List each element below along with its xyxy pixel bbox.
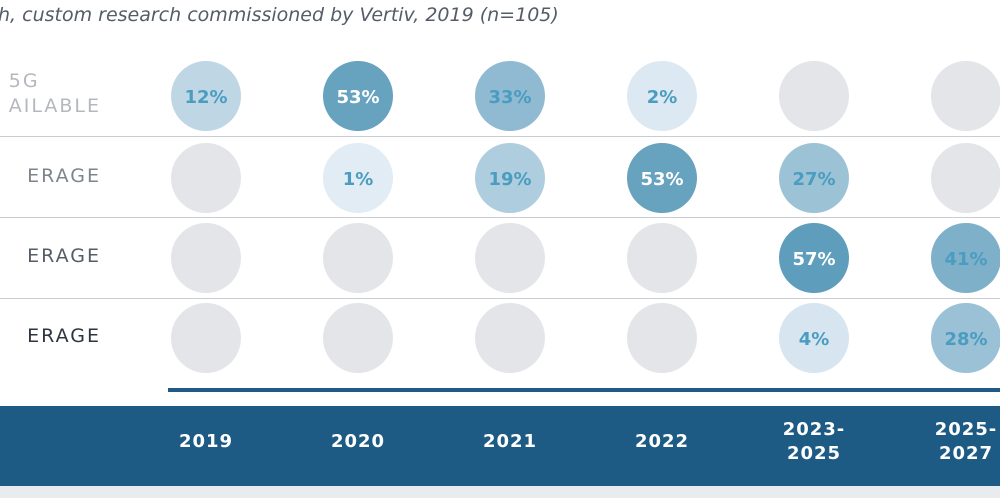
value-bubble [627, 61, 697, 131]
value-label: 57% [792, 249, 835, 270]
value-bubble [323, 143, 393, 213]
value-label: 12% [184, 87, 227, 108]
bubble-grid-chart: 12% 53% 33% 2% 1% 19% 53% 27% 57% 41% 4% 28% [171, 61, 1000, 373]
value-label: 53% [640, 169, 683, 190]
value-bubble [931, 223, 1000, 293]
value-bubble [627, 143, 697, 213]
value-label: 27% [792, 169, 835, 190]
value-label: 19% [488, 169, 531, 190]
empty-bubble [931, 61, 1000, 131]
year-axis-band: 2019 2020 2021 2022 2023- 2025 2025- 2027 [0, 406, 1000, 486]
row-label-line: ERAGE [27, 324, 101, 347]
row-divider [0, 136, 1000, 137]
row-label: 5G AILABLE [9, 69, 101, 119]
bottom-strip [0, 486, 1000, 498]
empty-bubble [323, 223, 393, 293]
value-label: 28% [944, 329, 987, 350]
value-bubble [931, 303, 1000, 373]
value-bubble [779, 303, 849, 373]
value-label: 53% [336, 87, 379, 108]
row-divider [0, 298, 1000, 299]
row-label-line: 5G [8, 70, 40, 92]
year-tick-label: 2020 [330, 431, 386, 452]
value-bubble [323, 61, 393, 131]
value-label: 33% [488, 87, 531, 108]
year-tick-label: 2025- 2027 [934, 419, 998, 464]
row-label-line: ERAGE [27, 164, 101, 187]
value-label: 2% [647, 87, 678, 108]
row-label-line: AILABLE [8, 95, 101, 117]
value-bubble [779, 143, 849, 213]
empty-bubble [627, 303, 697, 373]
value-bubble [779, 223, 849, 293]
empty-bubble [779, 61, 849, 131]
row-label: ERAGE [27, 244, 101, 269]
row-label: ERAGE [27, 164, 101, 189]
row-label: ERAGE [27, 324, 101, 349]
empty-bubble [171, 223, 241, 293]
year-tick-label: 2022 [634, 431, 690, 452]
empty-bubble [323, 303, 393, 373]
value-bubble [475, 61, 545, 131]
empty-bubble [171, 303, 241, 373]
row-divider [0, 217, 1000, 218]
row-label-line: ERAGE [27, 244, 101, 267]
empty-bubble [931, 143, 1000, 213]
year-tick-label: 2019 [178, 431, 234, 452]
value-bubble [475, 143, 545, 213]
empty-bubble [475, 223, 545, 293]
empty-bubble [171, 143, 241, 213]
value-bubble [171, 61, 241, 131]
source-note: h, custom research commissioned by Verti… [0, 4, 559, 26]
year-tick-label: 2021 [482, 431, 538, 452]
value-label: 1% [343, 169, 374, 190]
value-label: 4% [799, 329, 830, 350]
year-tick-label: 2023- 2025 [782, 419, 846, 464]
value-label: 41% [944, 249, 987, 270]
empty-bubble [475, 303, 545, 373]
empty-bubble [627, 223, 697, 293]
axis-baseline [168, 388, 1000, 392]
